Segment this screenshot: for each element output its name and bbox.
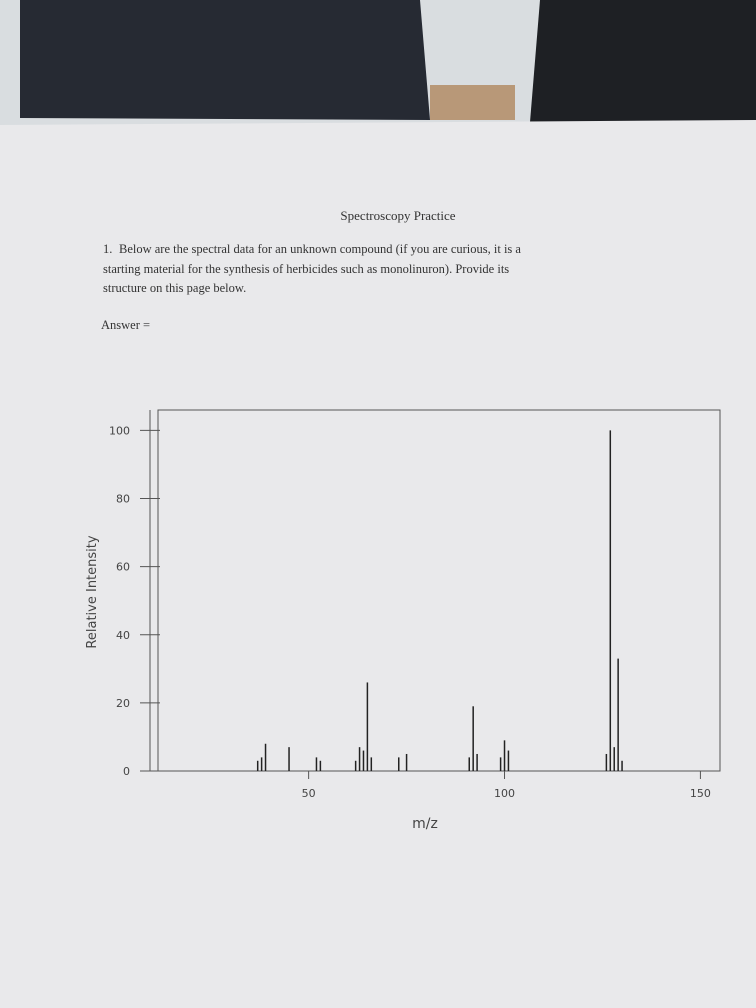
- y-tick-label: 0: [123, 765, 130, 778]
- dark-object: [530, 0, 756, 125]
- question-line: Below are the spectral data for an unkno…: [119, 242, 521, 256]
- y-tick-label: 100: [109, 424, 130, 437]
- y-tick-label: 60: [116, 561, 130, 574]
- x-tick-label: 150: [690, 787, 711, 800]
- question-number: 1.: [103, 242, 112, 256]
- y-axis-label: Relative Intensity: [85, 535, 100, 648]
- y-tick-label: 40: [116, 629, 130, 642]
- y-tick-label: 80: [116, 493, 130, 506]
- x-tick-label: 50: [302, 787, 316, 800]
- y-tick-label: 20: [116, 697, 130, 710]
- question-line: starting material for the synthesis of h…: [103, 262, 509, 276]
- dark-object: [20, 0, 430, 120]
- page-title: Spectroscopy Practice: [340, 208, 455, 223]
- x-tick-label: 100: [494, 787, 515, 800]
- question-line: structure on this page below.: [103, 281, 246, 295]
- shelf: [430, 85, 515, 120]
- x-axis-label: m/z: [412, 816, 438, 832]
- answer-label: Answer =: [101, 318, 150, 332]
- paper: [0, 120, 756, 1008]
